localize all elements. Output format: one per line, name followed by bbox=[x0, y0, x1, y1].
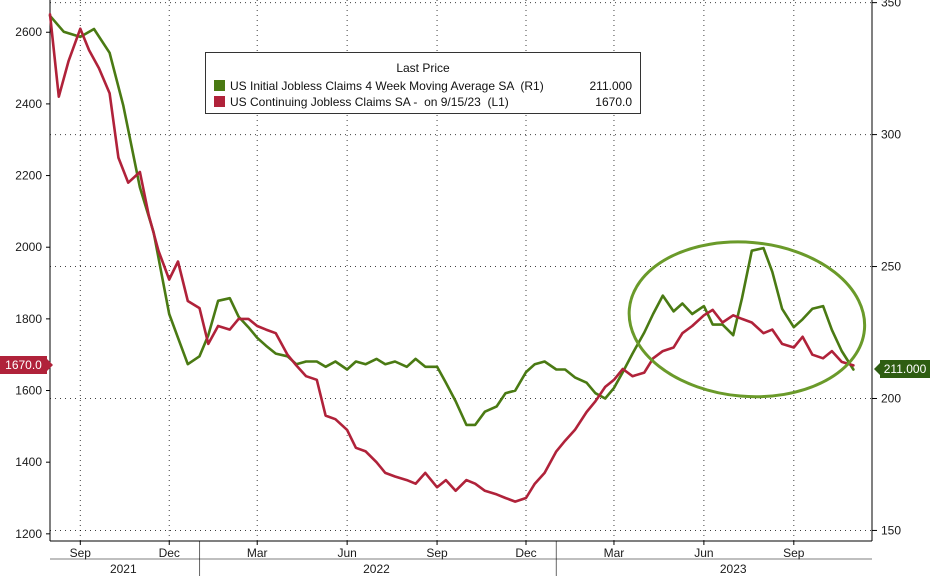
left-tick-label: 1200 bbox=[15, 527, 42, 541]
x-tick-label: Sep bbox=[426, 546, 448, 560]
series-line-continuing-claims bbox=[48, 13, 855, 503]
x-year-label: 2023 bbox=[720, 562, 747, 576]
left-tick-label: 1400 bbox=[15, 455, 42, 469]
x-year-label: 2022 bbox=[363, 562, 390, 576]
x-tick-label: Jun bbox=[337, 546, 356, 560]
highlight-ellipse-shape bbox=[627, 240, 867, 399]
legend-item-continuing-claims: US Continuing Jobless Claims SA - on 9/1… bbox=[214, 94, 632, 109]
x-tick-label: Dec bbox=[515, 546, 536, 560]
legend-label-initial-claims: US Initial Jobless Claims 4 Week Moving … bbox=[230, 78, 544, 93]
right-axis-ticks: 150 200 250 300 350 bbox=[872, 0, 901, 537]
left-tick-label: 2000 bbox=[15, 240, 42, 254]
x-tick-label: Sep bbox=[70, 546, 92, 560]
series-line-initial-claims bbox=[48, 14, 855, 427]
legend-title: Last Price bbox=[396, 61, 450, 75]
left-tick-label: 1600 bbox=[15, 384, 42, 398]
right-tick-label: 250 bbox=[881, 260, 901, 274]
right-tick-label: 300 bbox=[881, 128, 901, 142]
left-last-value-badge: 1670.0 bbox=[0, 356, 53, 374]
axes bbox=[49, 0, 873, 560]
highlight-ellipse bbox=[627, 240, 867, 399]
left-tick-label: 2200 bbox=[15, 169, 42, 183]
right-tick-label: 350 bbox=[881, 0, 901, 10]
legend-swatch-continuing-claims bbox=[214, 96, 225, 107]
left-axis-ticks: 1200 1400 1600 1800 2000 2200 2400 2600 bbox=[15, 25, 50, 541]
right-tick-label: 150 bbox=[881, 523, 901, 537]
x-axis-ticks: Sep Dec Mar Jun Sep Dec Mar Jun Sep 2021 2022 2023 bbox=[70, 541, 805, 576]
chart-legend: Last Price US Initial Jobless Claims 4 W… bbox=[205, 52, 641, 114]
left-tick-label: 2600 bbox=[15, 25, 42, 39]
x-tick-label: Dec bbox=[159, 546, 180, 560]
legend-item-initial-claims: US Initial Jobless Claims 4 Week Moving … bbox=[214, 78, 632, 93]
x-year-label: 2021 bbox=[110, 562, 137, 576]
left-tick-label: 2400 bbox=[15, 97, 42, 111]
x-tick-label: Sep bbox=[783, 546, 805, 560]
right-tick-label: 200 bbox=[881, 391, 901, 405]
legend-swatch-initial-claims bbox=[214, 80, 225, 91]
x-tick-label: Jun bbox=[694, 546, 713, 560]
series-lines bbox=[48, 13, 855, 503]
legend-label-continuing-claims: US Continuing Jobless Claims SA - on 9/1… bbox=[230, 94, 509, 109]
left-tick-label: 1800 bbox=[15, 312, 42, 326]
x-tick-label: Mar bbox=[604, 546, 625, 560]
right-last-value-badge: 211.000 bbox=[874, 360, 930, 378]
x-tick-label: Mar bbox=[247, 546, 268, 560]
legend-value-continuing-claims: 1670.0 bbox=[595, 94, 632, 109]
legend-value-initial-claims: 211.000 bbox=[589, 78, 633, 93]
